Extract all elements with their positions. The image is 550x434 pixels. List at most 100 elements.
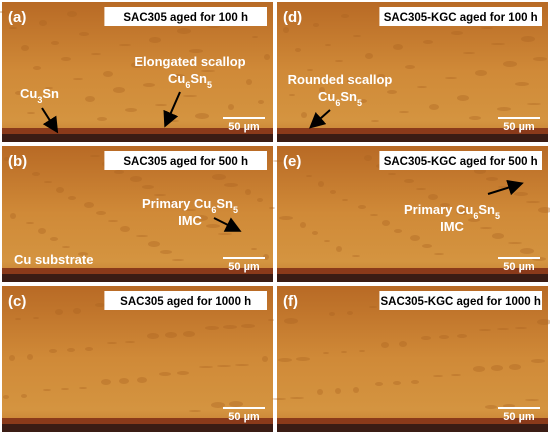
grain [44, 181, 52, 183]
grain [279, 216, 293, 220]
subscript: 5 [357, 98, 362, 108]
imc-layer [2, 418, 273, 424]
grain [416, 188, 426, 190]
grain [457, 334, 467, 338]
grain [113, 87, 125, 93]
panel-title: SAC305-KGC aged for 500 h [384, 156, 538, 168]
micrograph-panel: (b) SAC305 aged for 500 h 50 µm Primary Cu6… [2, 146, 275, 282]
subscript: 6 [473, 211, 478, 221]
grain [206, 224, 220, 228]
grain [421, 336, 431, 340]
grain [423, 40, 433, 44]
grain [27, 112, 35, 114]
title-box [104, 7, 268, 26]
grain [235, 364, 249, 366]
grain [342, 199, 348, 201]
grain [497, 107, 511, 111]
grain [154, 194, 166, 196]
grain [429, 104, 439, 110]
grain [538, 207, 550, 213]
grain [189, 49, 203, 53]
grain [336, 246, 342, 252]
grain [27, 354, 33, 360]
grain [463, 52, 475, 54]
grain [359, 350, 365, 352]
grain [404, 179, 414, 183]
grain [445, 77, 457, 79]
grain [388, 173, 396, 175]
grain [62, 246, 70, 248]
grain [405, 65, 415, 69]
grain [79, 32, 89, 36]
grain [325, 44, 331, 46]
grain [26, 222, 34, 224]
grain [33, 66, 41, 70]
grain [171, 74, 185, 78]
grain [67, 11, 77, 17]
scale-label: 50 µm [228, 261, 260, 273]
grain [142, 185, 154, 189]
grain [353, 35, 361, 37]
grain [417, 86, 427, 88]
grain [143, 83, 155, 87]
subscript: 3 [37, 95, 42, 105]
grain [90, 155, 100, 157]
cu-substrate [277, 274, 548, 282]
grain [172, 259, 184, 261]
grain [521, 36, 535, 42]
grain [359, 99, 367, 103]
title-box [104, 151, 268, 170]
subscript: 5 [495, 211, 500, 221]
grain [491, 365, 503, 371]
grain [537, 319, 550, 325]
grain [306, 175, 312, 177]
grain [480, 227, 492, 229]
grain [468, 218, 480, 222]
grain [125, 108, 137, 112]
grain [433, 375, 443, 377]
grain [491, 43, 505, 45]
grain [182, 209, 196, 211]
grain [352, 255, 360, 257]
grain [201, 70, 215, 72]
grain [78, 252, 88, 256]
grain [473, 366, 485, 372]
grain [245, 189, 251, 195]
annotation: Rounded scallop [288, 72, 393, 87]
grain [212, 174, 226, 180]
annotation: IMC [178, 213, 202, 228]
imc-layer [277, 128, 548, 134]
annotation: Cu6Sn5 [168, 71, 212, 90]
imc-layer [2, 268, 273, 274]
grain [486, 177, 498, 181]
grain [399, 341, 407, 347]
cu-substrate [2, 134, 273, 142]
arrow [41, 107, 59, 134]
grain [218, 233, 232, 235]
grain [148, 241, 160, 247]
grain [21, 394, 27, 398]
grain [130, 176, 142, 182]
grain [108, 220, 118, 222]
grain [410, 235, 420, 241]
grain [399, 111, 409, 113]
grain [223, 325, 237, 329]
annotation-text: Cu substrate [14, 252, 93, 267]
grain [211, 402, 225, 408]
panel-title: SAC305 aged for 500 h [123, 156, 248, 168]
grain [335, 388, 341, 394]
grain [262, 356, 268, 362]
grain [387, 90, 397, 94]
grain [45, 87, 53, 89]
grain [21, 45, 29, 51]
title-box [379, 7, 542, 26]
grain [55, 309, 63, 315]
grain [9, 27, 17, 29]
grain [313, 23, 319, 27]
grain [15, 91, 23, 95]
annotation-text: Sn [216, 196, 233, 211]
grain [475, 70, 487, 76]
grain [369, 306, 377, 308]
arrow [309, 109, 331, 129]
grain [381, 342, 389, 348]
